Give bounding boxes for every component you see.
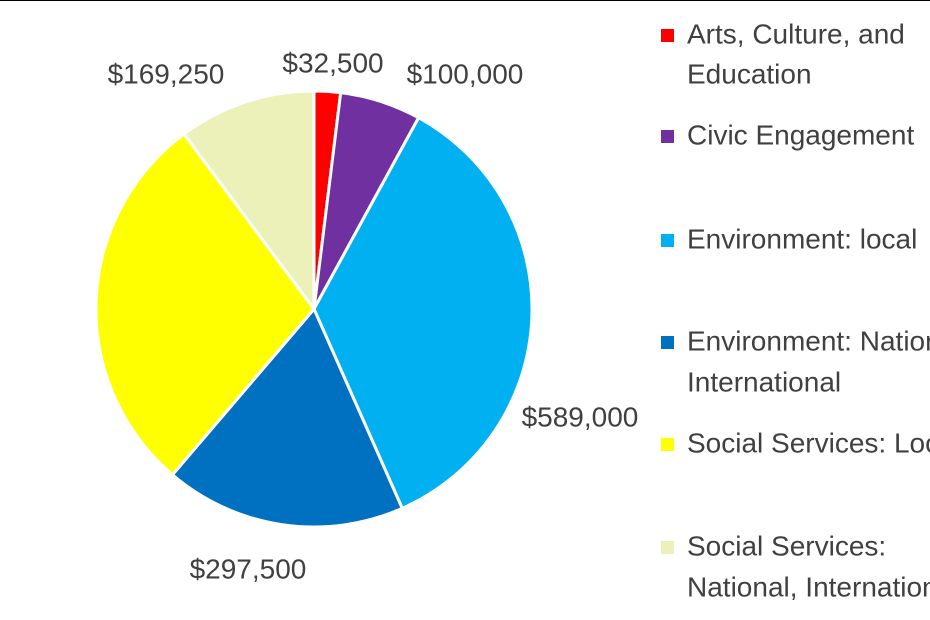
data-label: $32,500 (282, 47, 383, 78)
pie-slice (312, 115, 534, 511)
legend-entry: Civic Engagement (687, 119, 914, 150)
legend-entry: Environment: local (687, 223, 917, 254)
legend-label: Social Services: Local (687, 427, 930, 458)
legend-swatch (661, 29, 674, 42)
legend-label: Civic Engagement (687, 119, 914, 150)
legend-label: Environment: National, (687, 325, 930, 356)
legend-entry: Arts, Culture, and Education (687, 18, 905, 89)
legend-entry: Social Services: National, International (687, 530, 930, 602)
legend-swatch (661, 336, 674, 349)
legend-swatch (661, 234, 674, 247)
legend-label: Social Services: (687, 530, 886, 561)
legend-label: Education (687, 58, 812, 89)
data-label: $297,500 (190, 553, 307, 584)
data-label: $589,000 (522, 401, 639, 432)
legend-entry: Social Services: Local (687, 427, 930, 458)
data-label: $169,250 (108, 58, 225, 89)
legend-swatch (661, 541, 674, 554)
legend-label: Arts, Culture, and (687, 18, 905, 49)
legend-swatch (661, 438, 674, 451)
pie-slice (94, 131, 316, 477)
legend-swatch (661, 130, 674, 143)
legend-label: Environment: local (687, 223, 917, 254)
data-label: $100,000 (407, 58, 524, 89)
pie-slice (181, 89, 316, 314)
legend-entry: Environment: National, International (687, 325, 930, 397)
pie-slice (170, 306, 405, 529)
legend-label: National, International (687, 571, 930, 602)
legend-label: International (687, 366, 841, 397)
